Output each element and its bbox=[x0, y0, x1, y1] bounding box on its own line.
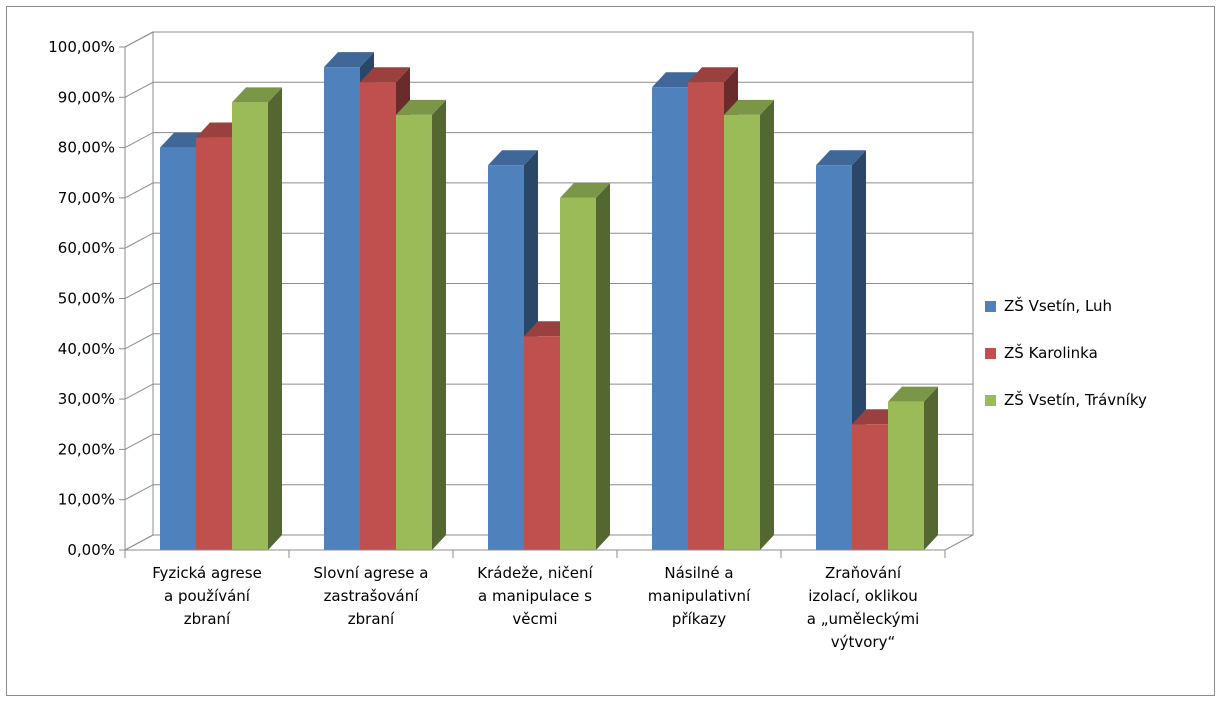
bar-side bbox=[924, 386, 938, 550]
bar-top bbox=[560, 182, 610, 198]
gridline bbox=[124, 31, 973, 48]
bar-top bbox=[488, 150, 538, 166]
legend-label: ZŠ Vsetín, Trávníky bbox=[1004, 390, 1147, 409]
bar-top bbox=[888, 386, 938, 402]
x-category-label: Slovní agrese a zastrašování zbraní bbox=[314, 564, 429, 628]
bar-side bbox=[596, 182, 610, 550]
legend-entry: ZŠ Karolinka bbox=[985, 343, 1098, 362]
bar-front bbox=[816, 165, 852, 550]
bar bbox=[560, 182, 610, 550]
bar-front bbox=[324, 67, 360, 551]
bar-front bbox=[196, 137, 232, 551]
bar-front bbox=[160, 147, 196, 550]
y-tick-label: 70,00% bbox=[58, 189, 115, 207]
bar-top bbox=[816, 150, 866, 166]
y-axis-ticks: 0,00% 10,00% 20,00% 30,00% 40,00% 50,00% 60,00… bbox=[48, 31, 154, 559]
y-tick-label: 100,00% bbox=[48, 38, 115, 56]
x-category-label: Zraňování izolací, oklikou a „uměleckými vý… bbox=[807, 564, 920, 651]
y-tick-label: 40,00% bbox=[58, 340, 115, 358]
bars bbox=[160, 52, 938, 551]
bar-front bbox=[688, 82, 724, 551]
x-category-label: Fyzická agrese a používání zbraní bbox=[152, 564, 262, 628]
y-tick-label: 50,00% bbox=[58, 290, 115, 308]
legend-label: ZŠ Vsetín, Luh bbox=[1004, 296, 1112, 315]
bar bbox=[232, 87, 282, 550]
y-tick-label: 80,00% bbox=[58, 139, 115, 157]
bar bbox=[724, 99, 774, 550]
y-tick-label: 20,00% bbox=[58, 440, 115, 458]
y-tick-label: 10,00% bbox=[58, 491, 115, 509]
bar-front bbox=[360, 82, 396, 551]
legend-label: ZŠ Karolinka bbox=[1004, 343, 1098, 362]
legend-entry: ZŠ Vsetín, Luh bbox=[985, 296, 1112, 315]
bar bbox=[888, 386, 938, 550]
bar-front bbox=[724, 114, 760, 550]
y-axis-depth bbox=[124, 31, 154, 48]
bar-top bbox=[724, 99, 774, 115]
x-axis-labels: Fyzická agrese a používání zbraní Slovní ag… bbox=[124, 549, 946, 651]
bar-front bbox=[560, 197, 596, 550]
bar-front bbox=[232, 102, 268, 550]
bar-top bbox=[360, 67, 410, 83]
bar-front bbox=[652, 87, 688, 551]
bar-side bbox=[432, 99, 446, 550]
legend-entry: ZŠ Vsetín, Trávníky bbox=[985, 390, 1147, 409]
y-tick-label: 60,00% bbox=[58, 239, 115, 257]
bar-top bbox=[232, 87, 282, 103]
bar-front bbox=[396, 114, 432, 550]
bar-top bbox=[324, 52, 374, 68]
legend-swatch bbox=[985, 348, 996, 359]
bar-side bbox=[268, 87, 282, 550]
bar-front bbox=[524, 336, 560, 550]
y-tick-label: 90,00% bbox=[58, 88, 115, 106]
bar-front bbox=[852, 424, 888, 550]
bar-front bbox=[488, 165, 524, 550]
legend-swatch bbox=[985, 301, 996, 312]
legend-swatch bbox=[985, 395, 996, 406]
y-tick-label: 0,00% bbox=[67, 541, 115, 559]
bar-front bbox=[888, 401, 924, 550]
x-category-label: Krádeže, ničení a manipulace s věcmi bbox=[477, 564, 593, 628]
bar-top bbox=[396, 99, 446, 115]
x-category-label: Násilné a manipulativní příkazy bbox=[648, 564, 751, 628]
bar-top bbox=[688, 67, 738, 83]
bar bbox=[396, 99, 446, 550]
bar-side bbox=[760, 99, 774, 550]
legend: ZŠ Vsetín, Luh ZŠ Karolinka ZŠ Vsetín, Trá… bbox=[985, 296, 1147, 409]
y-tick-label: 30,00% bbox=[58, 390, 115, 408]
